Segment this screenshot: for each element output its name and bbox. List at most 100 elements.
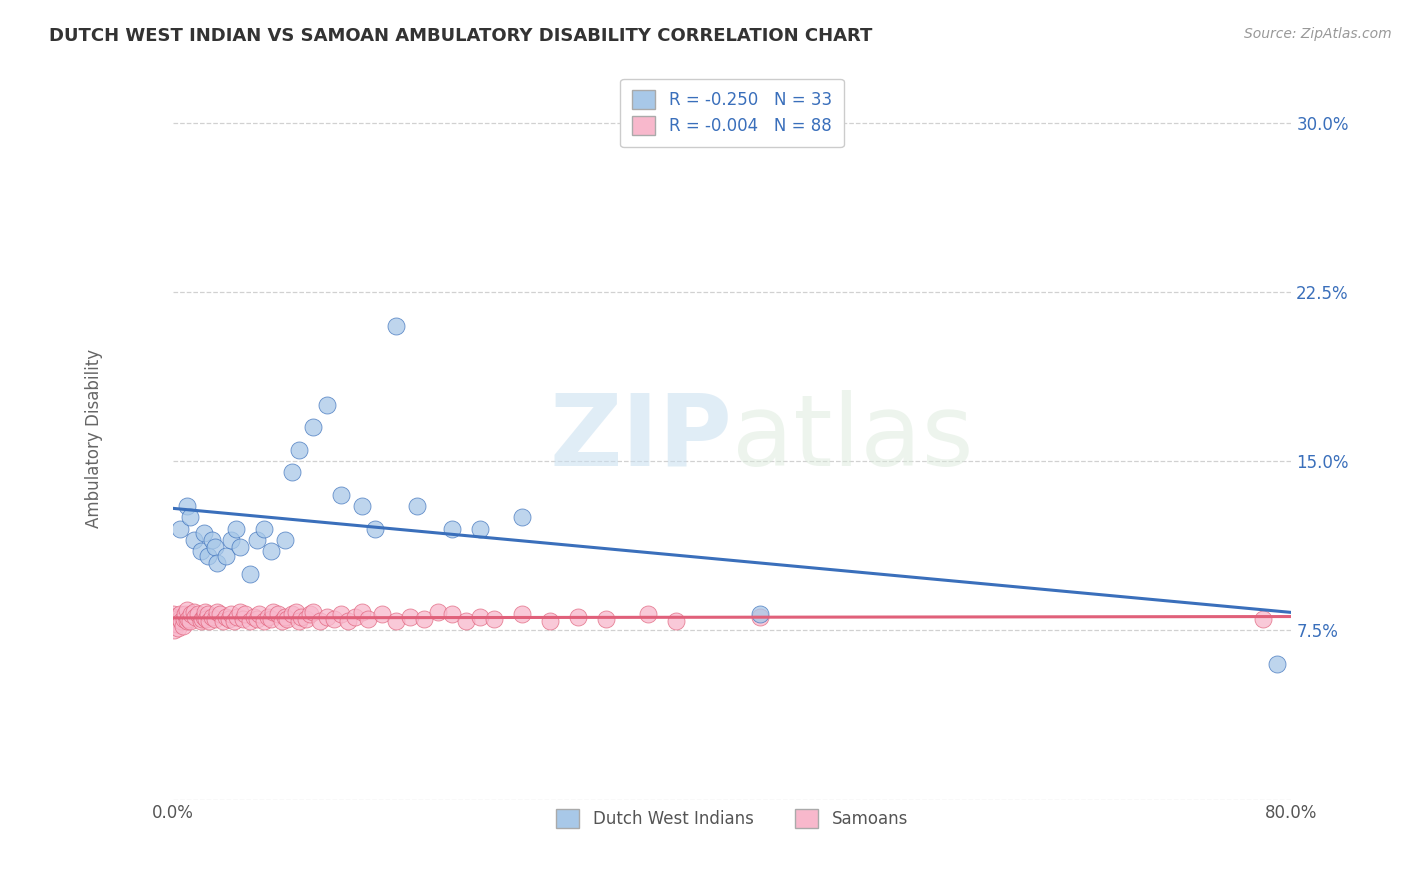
Point: [385, 318, 408, 333]
Point: [180, 607, 202, 622]
Point: [290, 609, 312, 624]
Point: [173, 612, 195, 626]
Point: [276, 612, 298, 626]
Point: [280, 607, 302, 622]
Y-axis label: Ambulatory Disability: Ambulatory Disability: [86, 349, 103, 528]
Point: [166, 616, 188, 631]
Point: [336, 614, 359, 628]
Text: DUTCH WEST INDIAN VS SAMOAN AMBULATORY DISABILITY CORRELATION CHART: DUTCH WEST INDIAN VS SAMOAN AMBULATORY D…: [49, 27, 873, 45]
Point: [364, 522, 387, 536]
Point: [510, 510, 533, 524]
Point: [201, 533, 224, 547]
Point: [371, 607, 394, 622]
Point: [315, 398, 337, 412]
Point: [204, 612, 226, 626]
Point: [162, 612, 184, 626]
Point: [176, 603, 198, 617]
Point: [184, 609, 207, 624]
Point: [273, 609, 295, 624]
Text: atlas: atlas: [733, 390, 974, 487]
Point: [221, 607, 243, 622]
Point: [329, 488, 352, 502]
Point: [198, 614, 221, 628]
Point: [1253, 612, 1275, 626]
Point: [406, 499, 429, 513]
Point: [183, 533, 205, 547]
Point: [162, 607, 184, 622]
Point: [665, 614, 688, 628]
Point: [172, 619, 194, 633]
Point: [259, 544, 281, 558]
Point: [441, 607, 464, 622]
Point: [162, 614, 184, 628]
Point: [232, 612, 254, 626]
Point: [298, 607, 321, 622]
Point: [273, 533, 295, 547]
Point: [284, 605, 307, 619]
Point: [456, 614, 478, 628]
Point: [399, 609, 422, 624]
Point: [441, 522, 464, 536]
Point: [249, 607, 271, 622]
Point: [246, 533, 269, 547]
Point: [567, 609, 589, 624]
Point: [749, 607, 772, 622]
Point: [243, 609, 266, 624]
Point: [343, 609, 366, 624]
Point: [215, 609, 238, 624]
Text: Source: ZipAtlas.com: Source: ZipAtlas.com: [1244, 27, 1392, 41]
Point: [357, 612, 380, 626]
Point: [350, 499, 373, 513]
Point: [207, 605, 229, 619]
Point: [350, 605, 373, 619]
Point: [253, 614, 276, 628]
Point: [287, 614, 309, 628]
Point: [385, 614, 408, 628]
Point: [484, 612, 506, 626]
Point: [209, 607, 232, 622]
Legend: Dutch West Indians, Samoans: Dutch West Indians, Samoans: [550, 802, 915, 835]
Point: [235, 607, 257, 622]
Point: [239, 566, 262, 581]
Point: [253, 522, 276, 536]
Point: [413, 612, 436, 626]
Point: [201, 609, 224, 624]
Point: [229, 605, 252, 619]
Point: [280, 466, 302, 480]
Point: [427, 605, 450, 619]
Point: [169, 612, 191, 626]
Point: [301, 420, 323, 434]
Point: [294, 612, 316, 626]
Point: [191, 612, 214, 626]
Text: ZIP: ZIP: [550, 390, 733, 487]
Point: [329, 607, 352, 622]
Point: [174, 607, 197, 622]
Point: [256, 609, 278, 624]
Point: [193, 609, 215, 624]
Point: [176, 614, 198, 628]
Point: [225, 522, 247, 536]
Point: [197, 607, 219, 622]
Point: [301, 605, 323, 619]
Point: [226, 609, 249, 624]
Point: [595, 612, 617, 626]
Point: [179, 614, 201, 628]
Point: [221, 533, 243, 547]
Point: [470, 522, 492, 536]
Point: [170, 614, 193, 628]
Point: [183, 605, 205, 619]
Point: [308, 614, 330, 628]
Point: [193, 526, 215, 541]
Point: [190, 544, 212, 558]
Point: [259, 612, 281, 626]
Point: [169, 522, 191, 536]
Point: [470, 609, 492, 624]
Point: [190, 614, 212, 628]
Point: [169, 607, 191, 622]
Point: [167, 621, 190, 635]
Point: [163, 624, 186, 638]
Point: [215, 549, 238, 563]
Point: [1267, 657, 1289, 672]
Point: [749, 609, 772, 624]
Point: [162, 612, 184, 626]
